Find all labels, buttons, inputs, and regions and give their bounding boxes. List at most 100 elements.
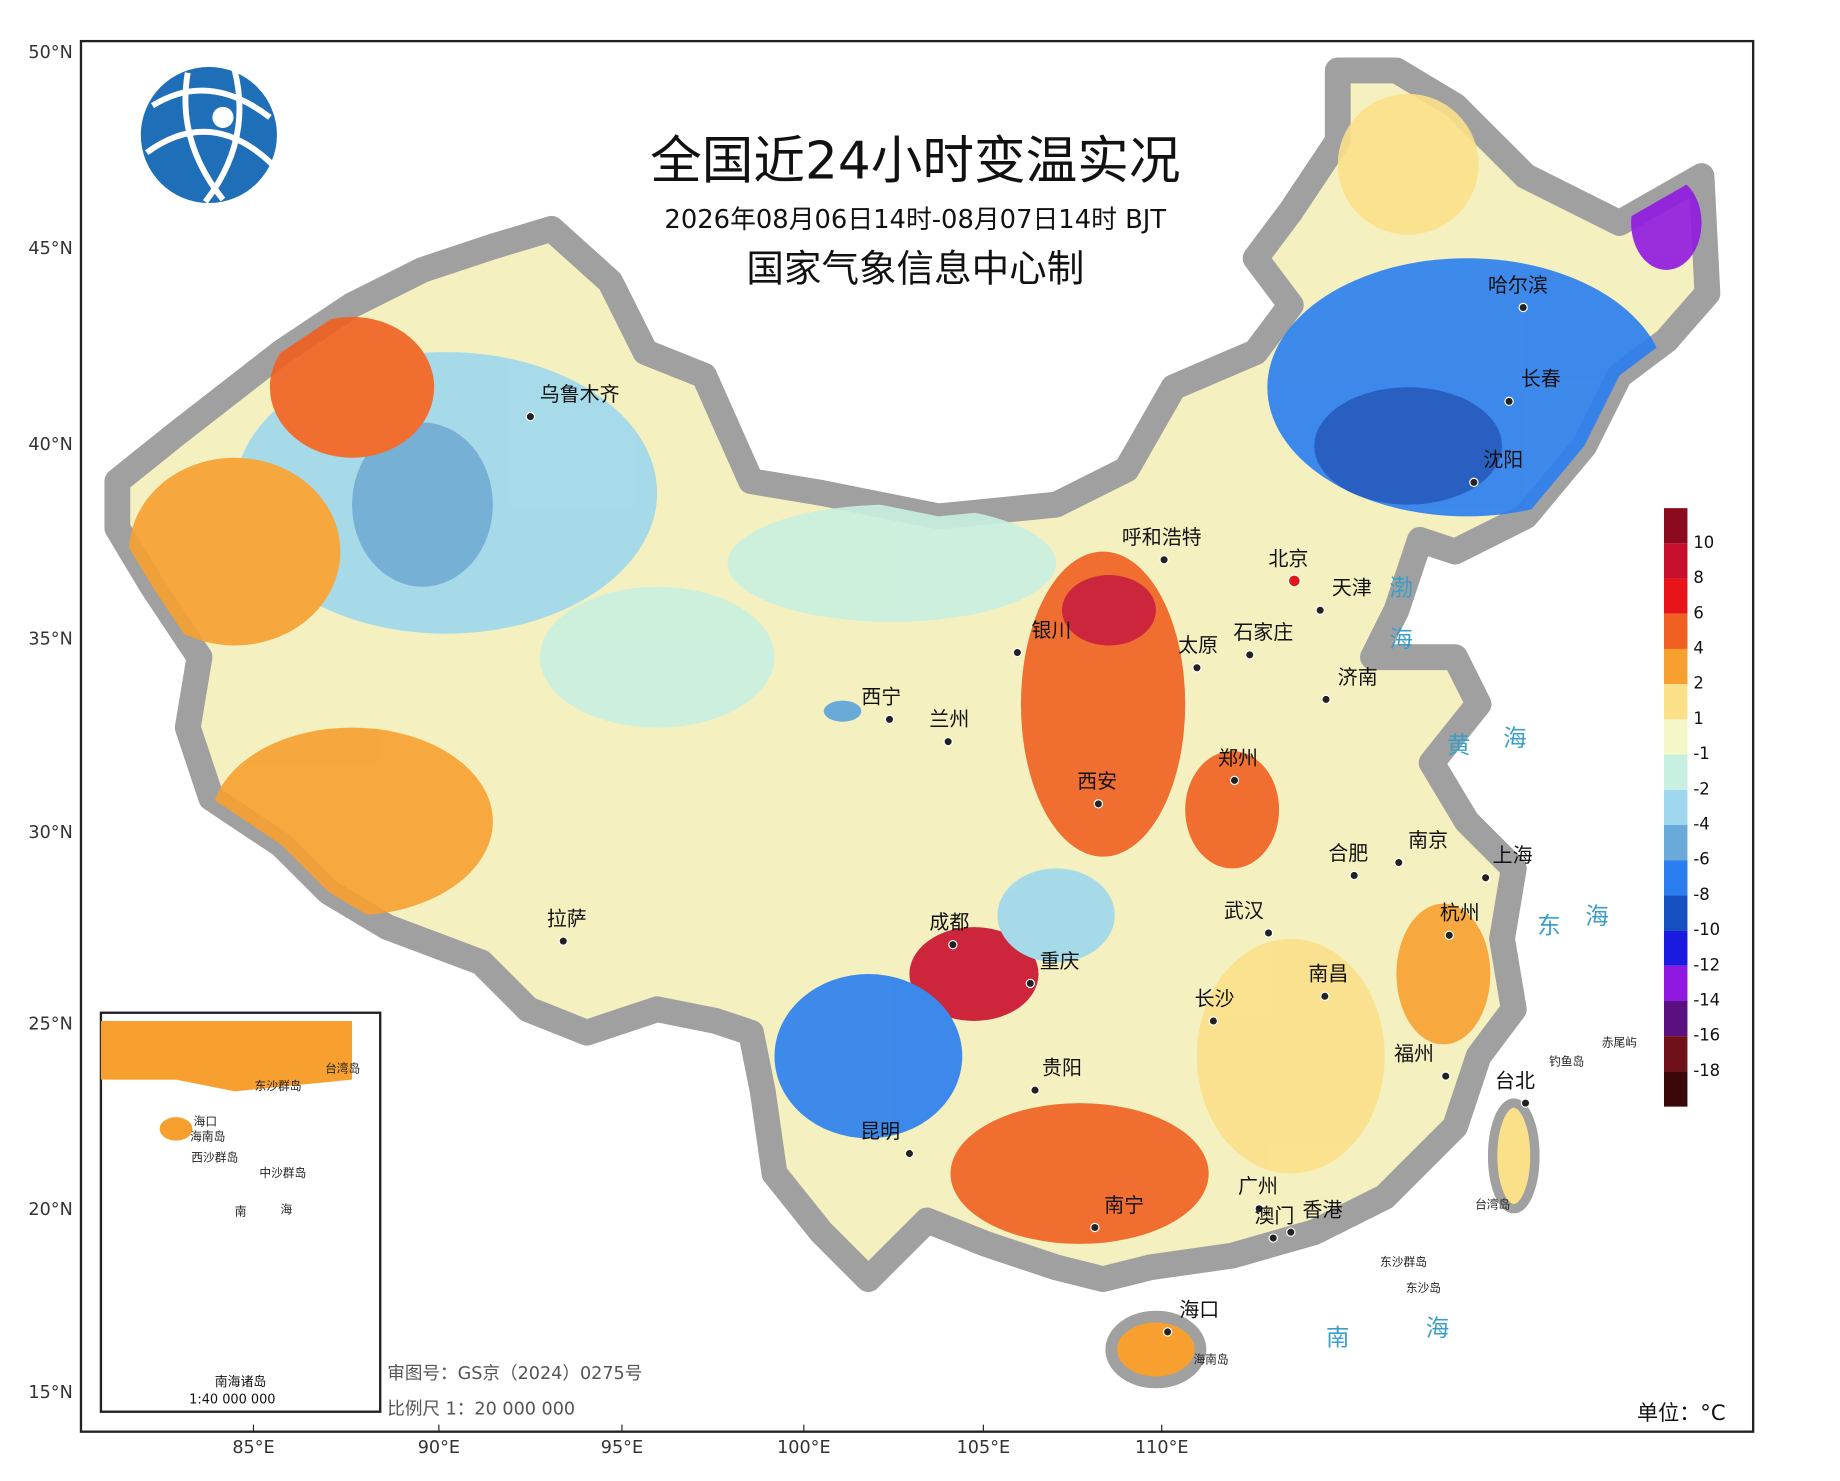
longitude-label: 95°E bbox=[601, 1438, 643, 1458]
dynamic-layer: 50°N 45°N 40°N 35°N 30°N 25°N 20°N 15°N 85°E 90°E… bbox=[28, 43, 1720, 1458]
sea-label: 海 bbox=[1426, 1314, 1449, 1342]
city-dot bbox=[1159, 555, 1169, 565]
city-dot bbox=[525, 411, 536, 422]
city-dot bbox=[943, 736, 953, 747]
legend-swatch bbox=[1663, 719, 1688, 755]
city-label: 乌鲁木齐 bbox=[540, 382, 620, 406]
legend-tick-label: -1 bbox=[1693, 744, 1709, 763]
legend-tick-label: -10 bbox=[1693, 920, 1720, 939]
island-label: 赤尾屿 bbox=[1602, 1036, 1637, 1050]
city-dot bbox=[1520, 1098, 1531, 1108]
sea-label: 渤 bbox=[1389, 574, 1412, 602]
city-dot bbox=[1192, 663, 1202, 673]
city-label: 哈尔滨 bbox=[1488, 273, 1548, 297]
city-label: 重庆 bbox=[1040, 949, 1080, 973]
legend-tick-label: 4 bbox=[1693, 638, 1703, 657]
city-dot bbox=[948, 939, 958, 950]
legend-tick-label: -12 bbox=[1693, 955, 1720, 974]
city-label: 武汉 bbox=[1224, 898, 1264, 922]
island-label: 钓鱼岛 bbox=[1549, 1055, 1584, 1069]
city-label: 香港 bbox=[1303, 1198, 1343, 1222]
city-label: 台北 bbox=[1495, 1068, 1535, 1092]
legend-tick-label: -6 bbox=[1693, 850, 1709, 869]
legend-swatch bbox=[1663, 965, 1688, 1002]
legend-tick-label: -16 bbox=[1693, 1026, 1720, 1045]
city-label: 长春 bbox=[1521, 367, 1561, 391]
city-dot bbox=[1321, 694, 1331, 705]
sea-label: 黄 bbox=[1447, 731, 1470, 759]
city-label: 沈阳 bbox=[1483, 448, 1523, 472]
legend-unit: 单位：°C bbox=[1637, 1400, 1726, 1425]
sea-label: 东 bbox=[1537, 912, 1560, 940]
city-dot bbox=[1012, 647, 1023, 658]
city-dot bbox=[1287, 574, 1301, 588]
island-label: 东沙群岛 bbox=[1380, 1255, 1427, 1269]
city-label: 南京 bbox=[1408, 828, 1448, 852]
city-dot bbox=[1286, 1227, 1296, 1237]
city-dot bbox=[1162, 1327, 1173, 1337]
city-dot bbox=[1025, 978, 1036, 989]
city-dot bbox=[1444, 930, 1454, 940]
legend-swatch bbox=[1663, 789, 1688, 825]
city-dot bbox=[1504, 396, 1514, 407]
legend-swatch bbox=[1663, 1036, 1688, 1072]
city-dot bbox=[1245, 650, 1255, 660]
city-label: 郑州 bbox=[1218, 746, 1258, 770]
city-label: 福州 bbox=[1394, 1041, 1434, 1065]
city-dot bbox=[904, 1148, 915, 1159]
scale-note: 比例尺 1：20 000 000 bbox=[387, 1399, 575, 1419]
city-label: 贵阳 bbox=[1042, 1056, 1082, 1080]
legend-swatch bbox=[1663, 578, 1688, 614]
map-title: 全国近24小时变温实况 bbox=[650, 131, 1180, 191]
city-dot bbox=[1315, 605, 1325, 615]
city-label: 天津 bbox=[1332, 576, 1372, 600]
legend-swatch bbox=[1663, 754, 1688, 790]
inset-scale: 1:40 000 000 bbox=[189, 1392, 275, 1407]
legend-swatch bbox=[1663, 860, 1688, 896]
legend-tick-label: 8 bbox=[1693, 568, 1703, 587]
island-label: 海南岛 bbox=[1193, 1353, 1228, 1367]
city-label: 南昌 bbox=[1308, 962, 1348, 986]
inset-label: 海南岛 bbox=[190, 1130, 225, 1144]
city-label: 成都 bbox=[929, 910, 969, 934]
legend-swatch bbox=[1663, 930, 1688, 966]
city-dot bbox=[1480, 873, 1491, 883]
city-dot bbox=[884, 714, 895, 725]
legend-swatch bbox=[1663, 1071, 1688, 1107]
china-map bbox=[104, 57, 1721, 1389]
city-dot bbox=[1320, 991, 1330, 1002]
city-label: 西安 bbox=[1077, 769, 1117, 793]
city-label: 济南 bbox=[1338, 665, 1378, 689]
sea-label: 南 bbox=[1326, 1323, 1349, 1351]
city-label: 银川 bbox=[1031, 618, 1071, 642]
city-label: 杭州 bbox=[1440, 901, 1480, 925]
city-label: 长沙 bbox=[1195, 986, 1235, 1010]
city-dot bbox=[1469, 477, 1479, 488]
legend-tick-label: 2 bbox=[1693, 674, 1703, 693]
island-label: 东沙岛 bbox=[1406, 1281, 1441, 1295]
map-subtitle: 2026年08月06日14时-08月07日14时 BJT bbox=[664, 205, 1166, 235]
inset-label: 西沙群岛 bbox=[191, 1151, 238, 1165]
latitude-label: 25°N bbox=[28, 1014, 72, 1034]
city-dot bbox=[1093, 799, 1104, 809]
latitude-label: 15°N bbox=[28, 1383, 72, 1403]
city-label: 海口 bbox=[1179, 1297, 1219, 1321]
longitude-label: 110°E bbox=[1135, 1438, 1189, 1458]
city-dot bbox=[1441, 1071, 1451, 1081]
inset-map bbox=[99, 1011, 382, 1413]
city-dot bbox=[558, 936, 568, 946]
legend-swatch bbox=[1663, 824, 1688, 861]
logo bbox=[140, 66, 277, 204]
longitude-label: 105°E bbox=[957, 1438, 1011, 1458]
legend-tick-label: -14 bbox=[1693, 991, 1720, 1010]
legend-swatch bbox=[1663, 648, 1688, 685]
inset-label: 海 bbox=[280, 1202, 292, 1216]
city-label: 广州 bbox=[1238, 1174, 1278, 1198]
legend-tick-label: 6 bbox=[1693, 603, 1703, 622]
longitude-label: 100°E bbox=[777, 1438, 831, 1458]
map-frame bbox=[79, 39, 1755, 1433]
inset-label: 中沙群岛 bbox=[259, 1166, 306, 1180]
longitude-label: 85°E bbox=[232, 1438, 274, 1458]
city-dot bbox=[1030, 1085, 1040, 1095]
legend-swatch bbox=[1663, 543, 1688, 579]
